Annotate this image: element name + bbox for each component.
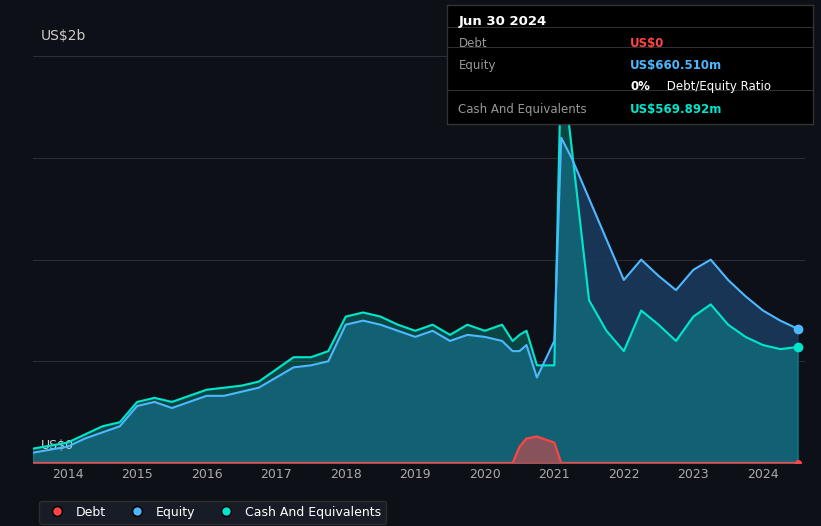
Text: Cash And Equivalents: Cash And Equivalents bbox=[458, 104, 587, 116]
Text: US$569.892m: US$569.892m bbox=[631, 104, 722, 116]
Legend: Debt, Equity, Cash And Equivalents: Debt, Equity, Cash And Equivalents bbox=[39, 501, 386, 524]
Text: Debt/Equity Ratio: Debt/Equity Ratio bbox=[663, 80, 771, 93]
Text: US$0: US$0 bbox=[631, 37, 664, 50]
Text: US$2b: US$2b bbox=[40, 29, 86, 43]
Text: US$0: US$0 bbox=[40, 439, 74, 452]
Text: Debt: Debt bbox=[458, 37, 487, 50]
Text: 0%: 0% bbox=[631, 80, 650, 93]
Text: Jun 30 2024: Jun 30 2024 bbox=[458, 15, 547, 28]
Text: US$660.510m: US$660.510m bbox=[631, 58, 722, 72]
Text: Equity: Equity bbox=[458, 58, 496, 72]
